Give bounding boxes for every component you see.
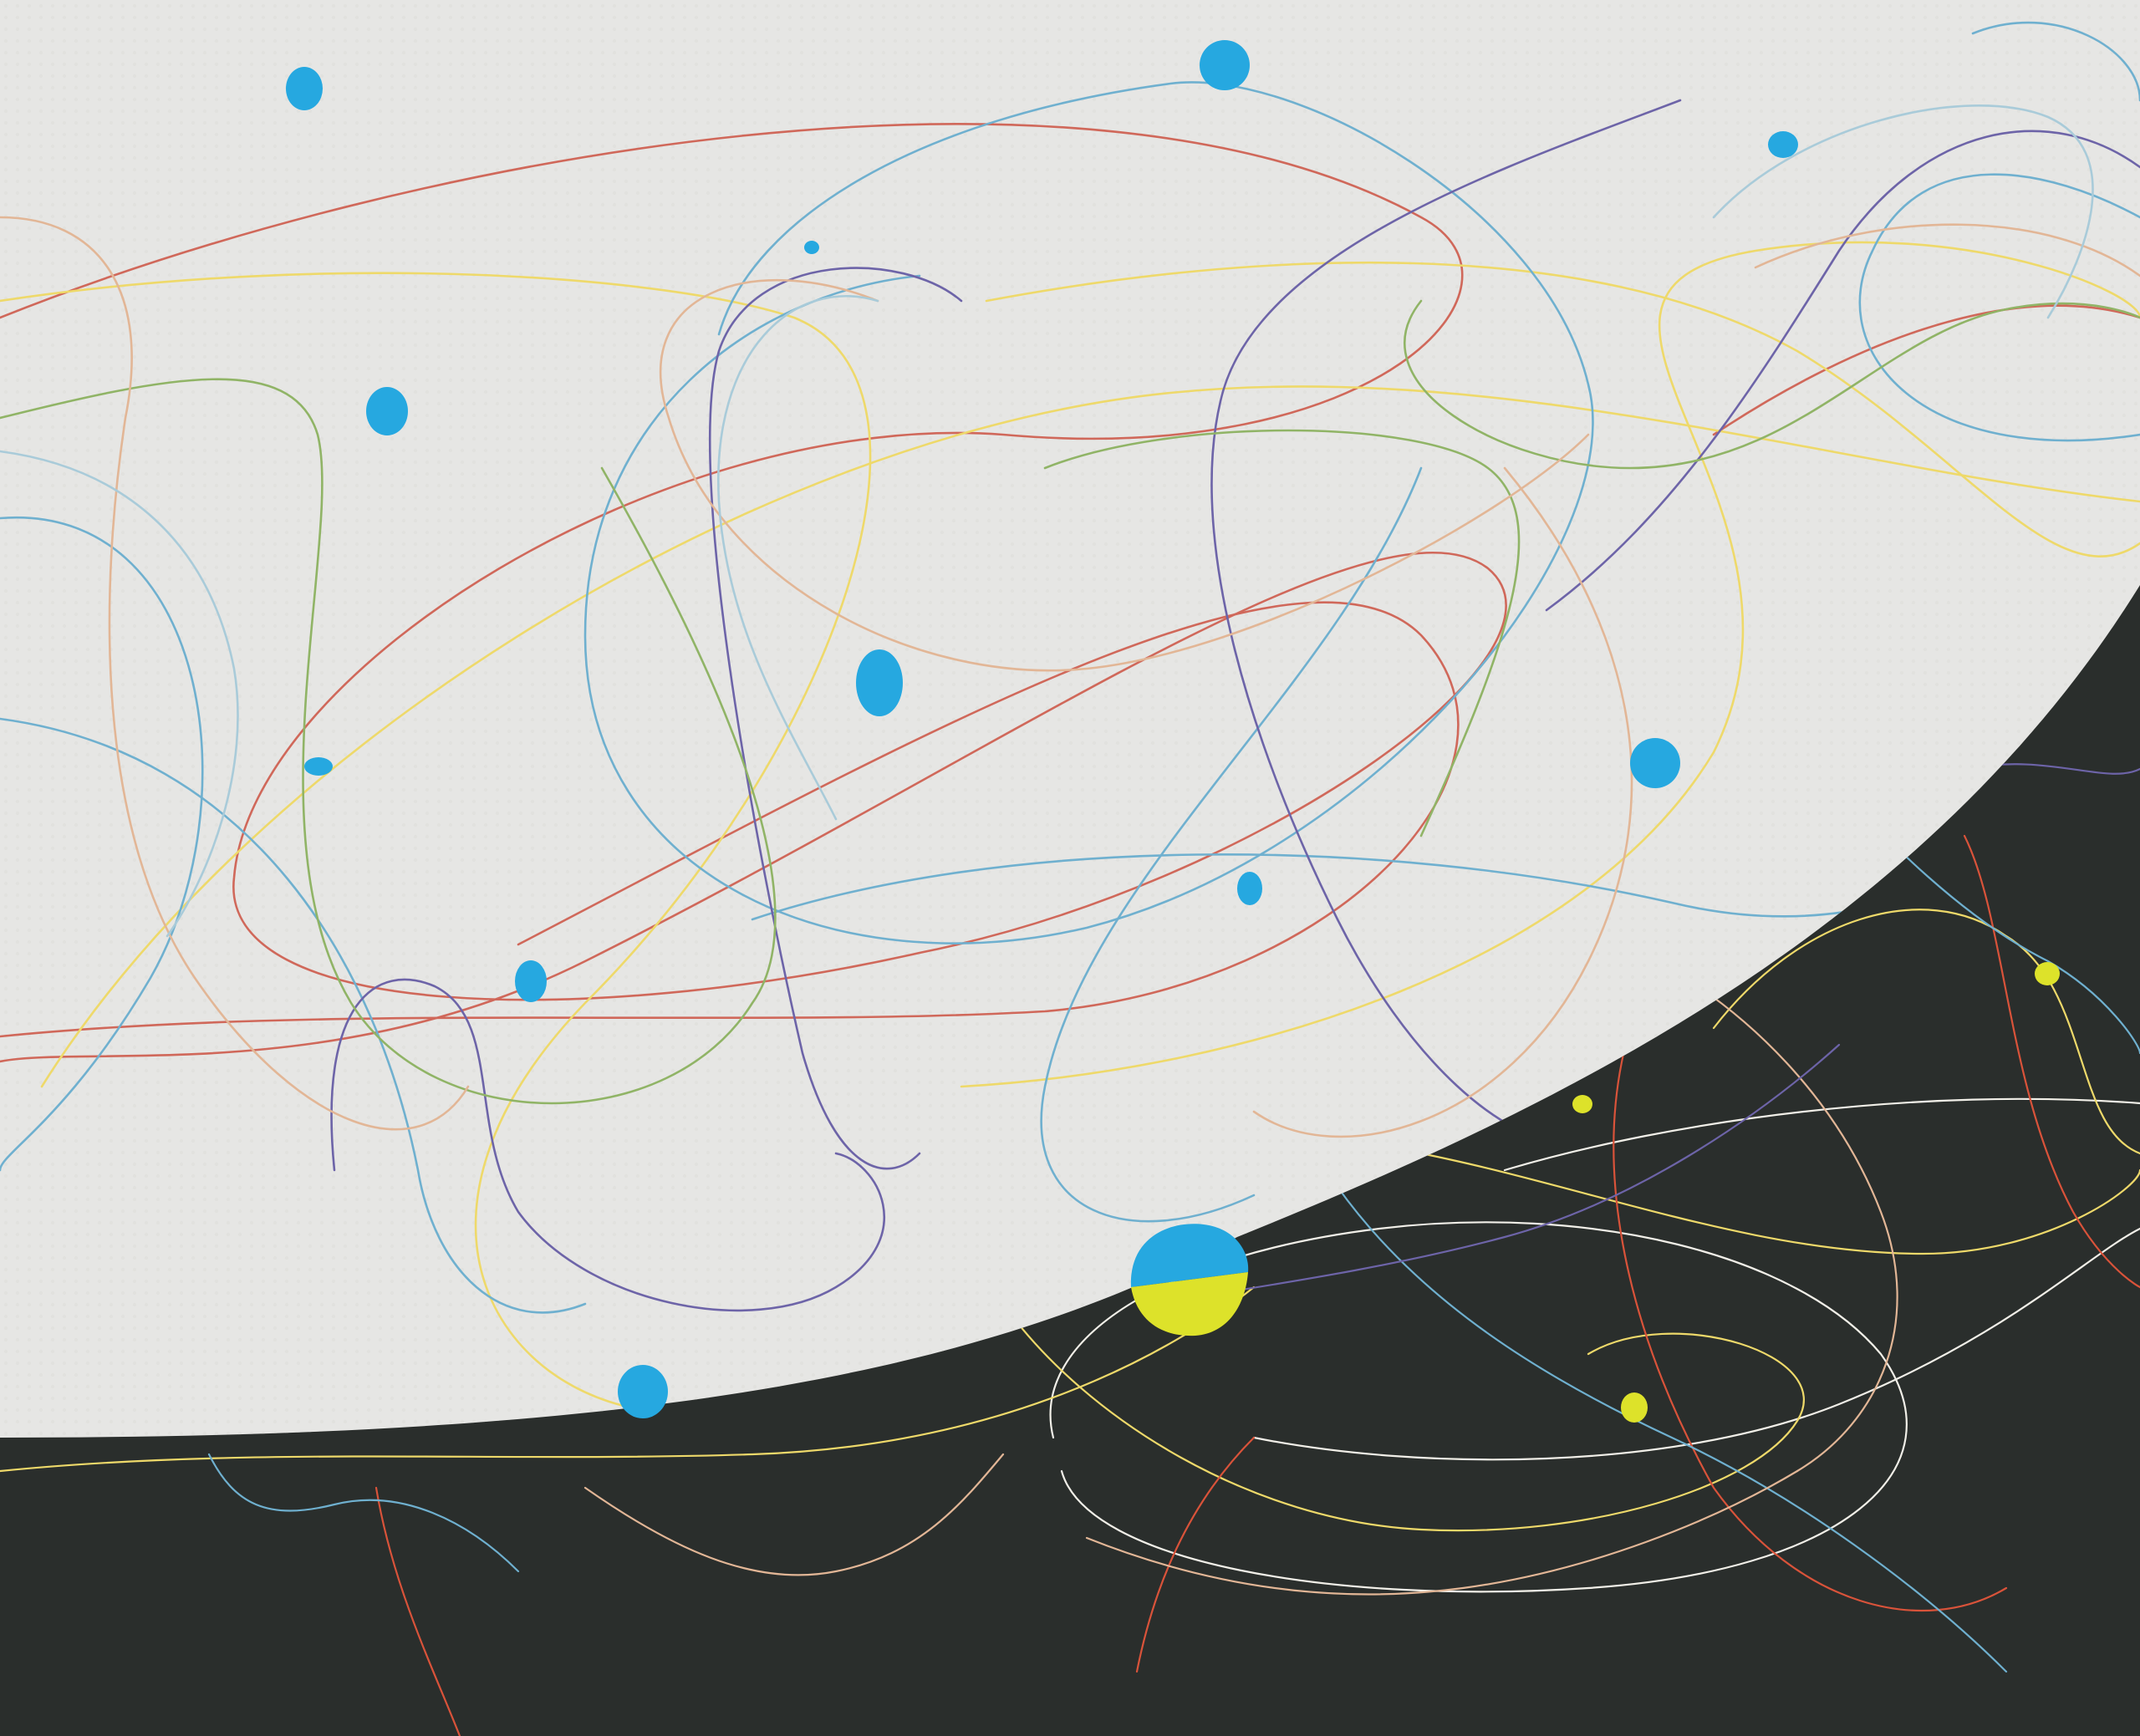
blue-dot [366,387,408,435]
split-dot [1130,1224,1249,1336]
blue-dot [304,757,333,776]
yellow-dot [1572,1095,1592,1113]
blue-dot [804,241,819,254]
blue-dot [286,67,323,110]
yellow-dots [1572,962,2060,1423]
blue-dot [1200,40,1250,90]
blue-dot [856,649,903,716]
yellow-dot [2035,962,2060,985]
blue-dots [286,40,1798,1418]
blue-dot [618,1365,668,1418]
blue-dot [1768,131,1798,158]
yellow-dot [1621,1392,1648,1423]
blue-dot [515,960,547,1002]
blue-dot [1237,872,1262,905]
light-field [0,0,2140,1438]
blue-dot [1630,738,1680,788]
